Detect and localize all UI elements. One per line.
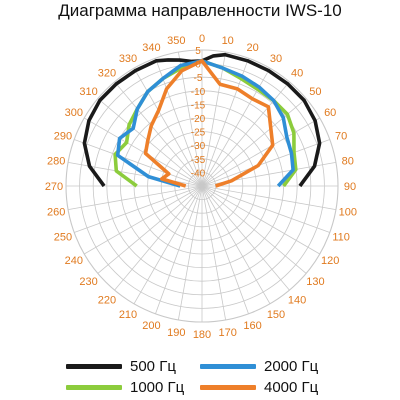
angle-tick-label: 160 (243, 320, 261, 332)
legend-label-2000: 2000 Гц (264, 358, 319, 375)
angle-tick-label: 240 (65, 255, 83, 267)
grid-spoke (177, 52, 203, 187)
angle-tick-label: 350 (167, 35, 185, 47)
angle-tick-label: 0 (199, 33, 205, 45)
legend-item-2000: 2000 Гц (200, 358, 318, 375)
grid-spoke (133, 68, 203, 187)
series-layer (82, 52, 322, 188)
grid-spoke (201, 185, 320, 255)
angle-tick-label: 320 (98, 68, 116, 80)
angle-tick-label: 90 (344, 181, 356, 193)
angle-tick-label: 290 (54, 130, 72, 142)
angle-tick-label: 310 (79, 86, 97, 98)
angle-tick-label: 70 (335, 130, 347, 142)
radial-tick-labels: 5 0 -5 -10 -15 -20 -25 -30 -35 -40 (191, 46, 206, 179)
radial-tick-label: -25 (191, 128, 206, 139)
radial-tick-label: -15 (191, 100, 206, 111)
grid-spoke (201, 185, 330, 233)
grid-spoke (68, 185, 203, 211)
radial-tick-label: -20 (191, 114, 206, 125)
angle-tick-label: 250 (54, 232, 72, 244)
legend-swatch-500 (66, 364, 122, 369)
angle-tick-label: 200 (142, 320, 160, 332)
grid-spoke (114, 81, 203, 187)
grid-spoke (201, 185, 336, 211)
angle-tick-label: 210 (119, 309, 137, 321)
grid-spoke (201, 98, 307, 187)
angle-tick-label: 130 (306, 276, 324, 288)
angle-tick-label: 270 (45, 181, 63, 193)
grid-spoke (201, 117, 320, 187)
angle-tick-label: 140 (288, 294, 306, 306)
series-line-3 (143, 59, 275, 188)
angle-tick-label: 150 (267, 309, 285, 321)
radial-tick-label: 0 (195, 60, 201, 71)
legend-swatch-1000 (66, 385, 122, 390)
angle-tick-label: 340 (142, 42, 160, 54)
angle-tick-label: 180 (193, 329, 211, 341)
grid-spoke (201, 185, 271, 304)
angle-tick-label: 230 (79, 276, 97, 288)
radial-tick-label: -35 (191, 155, 206, 166)
grid-spoke (201, 139, 330, 187)
angle-tick-label: 260 (47, 207, 65, 219)
polar-grid (65, 49, 339, 323)
grid-spoke (201, 185, 307, 274)
legend: 500 Гц 1000 Гц 2000 Гц 4000 Гц (0, 352, 400, 400)
grid-spoke (74, 139, 203, 187)
angle-tick-label: 330 (119, 53, 137, 65)
angle-tick-label: 40 (291, 68, 303, 80)
radial-tick-label: -30 (191, 141, 206, 152)
angle-tick-label: 20 (246, 42, 258, 54)
legend-label-500: 500 Гц (130, 358, 176, 375)
grid-spoke (74, 185, 203, 233)
angle-tick-label: 280 (47, 155, 65, 167)
grid-spoke (201, 185, 290, 291)
grid-spoke (177, 185, 203, 320)
legend-item-1000: 1000 Гц (66, 379, 184, 396)
legend-swatch-2000 (200, 364, 256, 369)
chart-title: Диаграмма направленности IWS-10 (58, 1, 342, 20)
angle-tick-label: 10 (222, 35, 234, 47)
grid-spoke (201, 185, 249, 314)
angle-tick-label: 120 (321, 255, 339, 267)
angle-tick-label: 80 (342, 155, 354, 167)
angle-tick-label: 110 (332, 232, 350, 244)
grid-spoke (97, 185, 203, 274)
radial-tick-label: -10 (191, 87, 206, 98)
legend-swatch-4000 (200, 385, 256, 390)
angle-tick-labels: 0 102030405060708090100110120130140150160… (45, 33, 357, 341)
legend-label-4000: 4000 Гц (264, 379, 319, 396)
grid-spoke (97, 98, 203, 187)
grid-spoke (84, 185, 203, 255)
angle-tick-label: 300 (65, 107, 83, 119)
legend-item-500: 500 Гц (66, 358, 176, 375)
grid-spoke (155, 185, 203, 314)
grid-spoke (201, 81, 290, 187)
legend-label-1000: 1000 Гц (130, 379, 185, 396)
radial-tick-label: 5 (195, 46, 201, 57)
angle-tick-label: 190 (167, 327, 185, 339)
legend-item-4000: 4000 Гц (200, 379, 318, 396)
grid-spoke (84, 117, 203, 187)
angle-tick-label: 220 (98, 294, 116, 306)
angle-tick-label: 60 (324, 107, 336, 119)
angle-tick-label: 100 (339, 207, 357, 219)
grid-spoke (201, 185, 227, 320)
grid-spoke (201, 52, 227, 187)
angle-tick-label: 30 (270, 53, 282, 65)
angle-tick-label: 170 (219, 327, 237, 339)
radial-tick-label: -40 (191, 168, 206, 179)
grid-spoke (133, 185, 203, 304)
angle-tick-label: 50 (309, 86, 321, 98)
grid-spoke (114, 185, 203, 291)
radial-tick-label: -5 (194, 73, 203, 84)
